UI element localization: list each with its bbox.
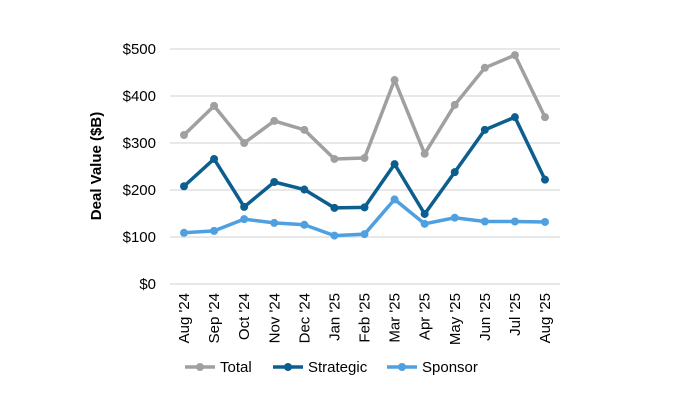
data-point [480,63,489,72]
data-point [390,160,399,169]
x-tick-label: Aug '25 [537,293,554,343]
series-line [182,115,547,216]
series-total [180,51,549,163]
data-point [210,101,219,110]
x-tick-label: Dec '24 [296,293,313,343]
data-point [360,154,369,163]
series-lines [180,51,549,240]
x-tick-label: Sep '24 [206,293,223,343]
x-tick-label: Nov '24 [266,293,283,343]
data-point [180,182,188,191]
data-point [450,168,459,177]
legend-item-strategic: Strategic [273,359,368,376]
data-point [300,185,309,194]
legend-label: Total [220,359,252,376]
data-point [420,149,429,158]
data-point [210,154,219,163]
data-point [390,76,399,85]
data-point [420,219,429,228]
y-axis-ticks: $0 $100 $200 $300 $400 $500 [123,41,156,293]
x-tick-label: Jan '25 [326,293,343,341]
legend-item-total: Total [185,359,252,376]
x-tick-label: Jul '25 [507,293,524,336]
data-point [300,125,309,134]
data-point [270,116,279,125]
data-point [510,217,519,226]
data-point [510,113,519,122]
x-tick-label: May '25 [447,293,464,345]
data-point [330,231,339,240]
data-point [510,51,519,60]
data-point [541,113,549,122]
legend-marker [284,363,292,371]
data-point [541,217,549,226]
y-tick-label: $0 [139,276,156,293]
x-tick-label: Oct '24 [236,293,253,340]
legend: Total Strategic Sponsor [185,359,478,376]
x-tick-label: Feb '25 [357,293,374,343]
data-point [330,154,339,163]
data-point [541,175,549,184]
y-tick-label: $200 [123,182,156,199]
legend-marker [398,363,406,371]
x-tick-label: Apr '25 [417,293,434,340]
data-point [390,195,399,204]
data-point [360,230,369,239]
x-axis-ticks: Aug '24 Sep '24 Oct '24 Nov '24 Dec '24 Jan '… [176,293,554,345]
x-tick-label: Mar '25 [387,293,404,343]
data-point [420,209,429,218]
data-point [450,100,459,109]
data-point [480,125,489,134]
data-point [240,215,249,224]
series-sponsor [180,195,549,240]
data-point [240,139,249,147]
gridlines [170,48,560,285]
data-point [270,178,279,187]
y-tick-label: $300 [123,135,156,152]
data-point [180,131,188,140]
data-point [270,218,279,227]
x-tick-label: Jun '25 [477,293,494,341]
data-point [330,203,339,212]
y-axis-label: Deal Value ($B) [88,112,105,220]
data-point [180,228,188,237]
legend-item-sponsor: Sponsor [387,359,478,376]
data-point [360,203,369,212]
data-point [210,226,219,235]
x-tick-label: Aug '24 [176,293,193,343]
data-point [240,202,249,211]
y-tick-label: $500 [123,41,156,58]
data-point [450,213,459,222]
legend-label: Sponsor [422,359,478,376]
y-tick-label: $100 [123,229,156,246]
legend-marker [196,363,204,371]
legend-label: Strategic [308,359,368,376]
series-strategic [180,113,549,218]
data-point [300,220,309,229]
data-point [480,217,489,226]
y-tick-label: $400 [123,88,156,105]
